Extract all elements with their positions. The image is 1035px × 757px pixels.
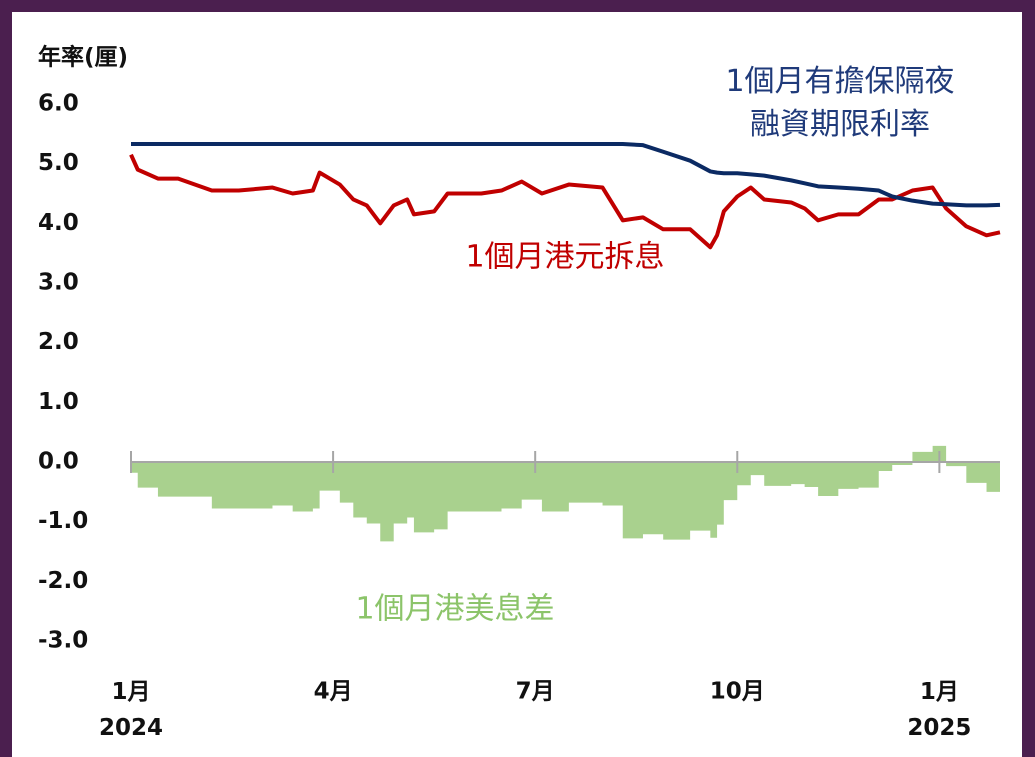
y-tick-label: 4.0	[38, 210, 79, 236]
y-tick-label: -2.0	[38, 568, 88, 594]
y-tick-label: 6.0	[38, 91, 79, 117]
x-tick-label: 7月	[516, 679, 555, 705]
series-label: 1個月有擔保隔夜融資期限利率	[725, 64, 954, 142]
y-axis-label: 年率(厘)	[38, 44, 128, 71]
series-label: 1個月港元拆息	[465, 240, 664, 275]
x-tick-label: 4月	[314, 679, 353, 705]
y-tick-label: 5.0	[38, 150, 79, 176]
y-tick-label: 1.0	[38, 389, 79, 415]
y-tick-label: -1.0	[38, 508, 88, 534]
area-series	[131, 445, 1000, 542]
panel	[12, 12, 1022, 757]
y-tick-label: 2.0	[38, 329, 79, 355]
x-tick-label: 10月	[710, 679, 765, 705]
x-tick-label: 1月 2025	[907, 679, 971, 741]
series-label: 1個月港美息差	[355, 592, 554, 627]
x-tick-label: 1月 2024	[99, 679, 163, 741]
line-series	[131, 141, 1001, 208]
line-series	[129, 153, 1001, 250]
y-tick-label: 3.0	[38, 270, 79, 296]
y-tick-label: 0.0	[38, 449, 79, 475]
y-tick-label: -3.0	[38, 628, 88, 654]
